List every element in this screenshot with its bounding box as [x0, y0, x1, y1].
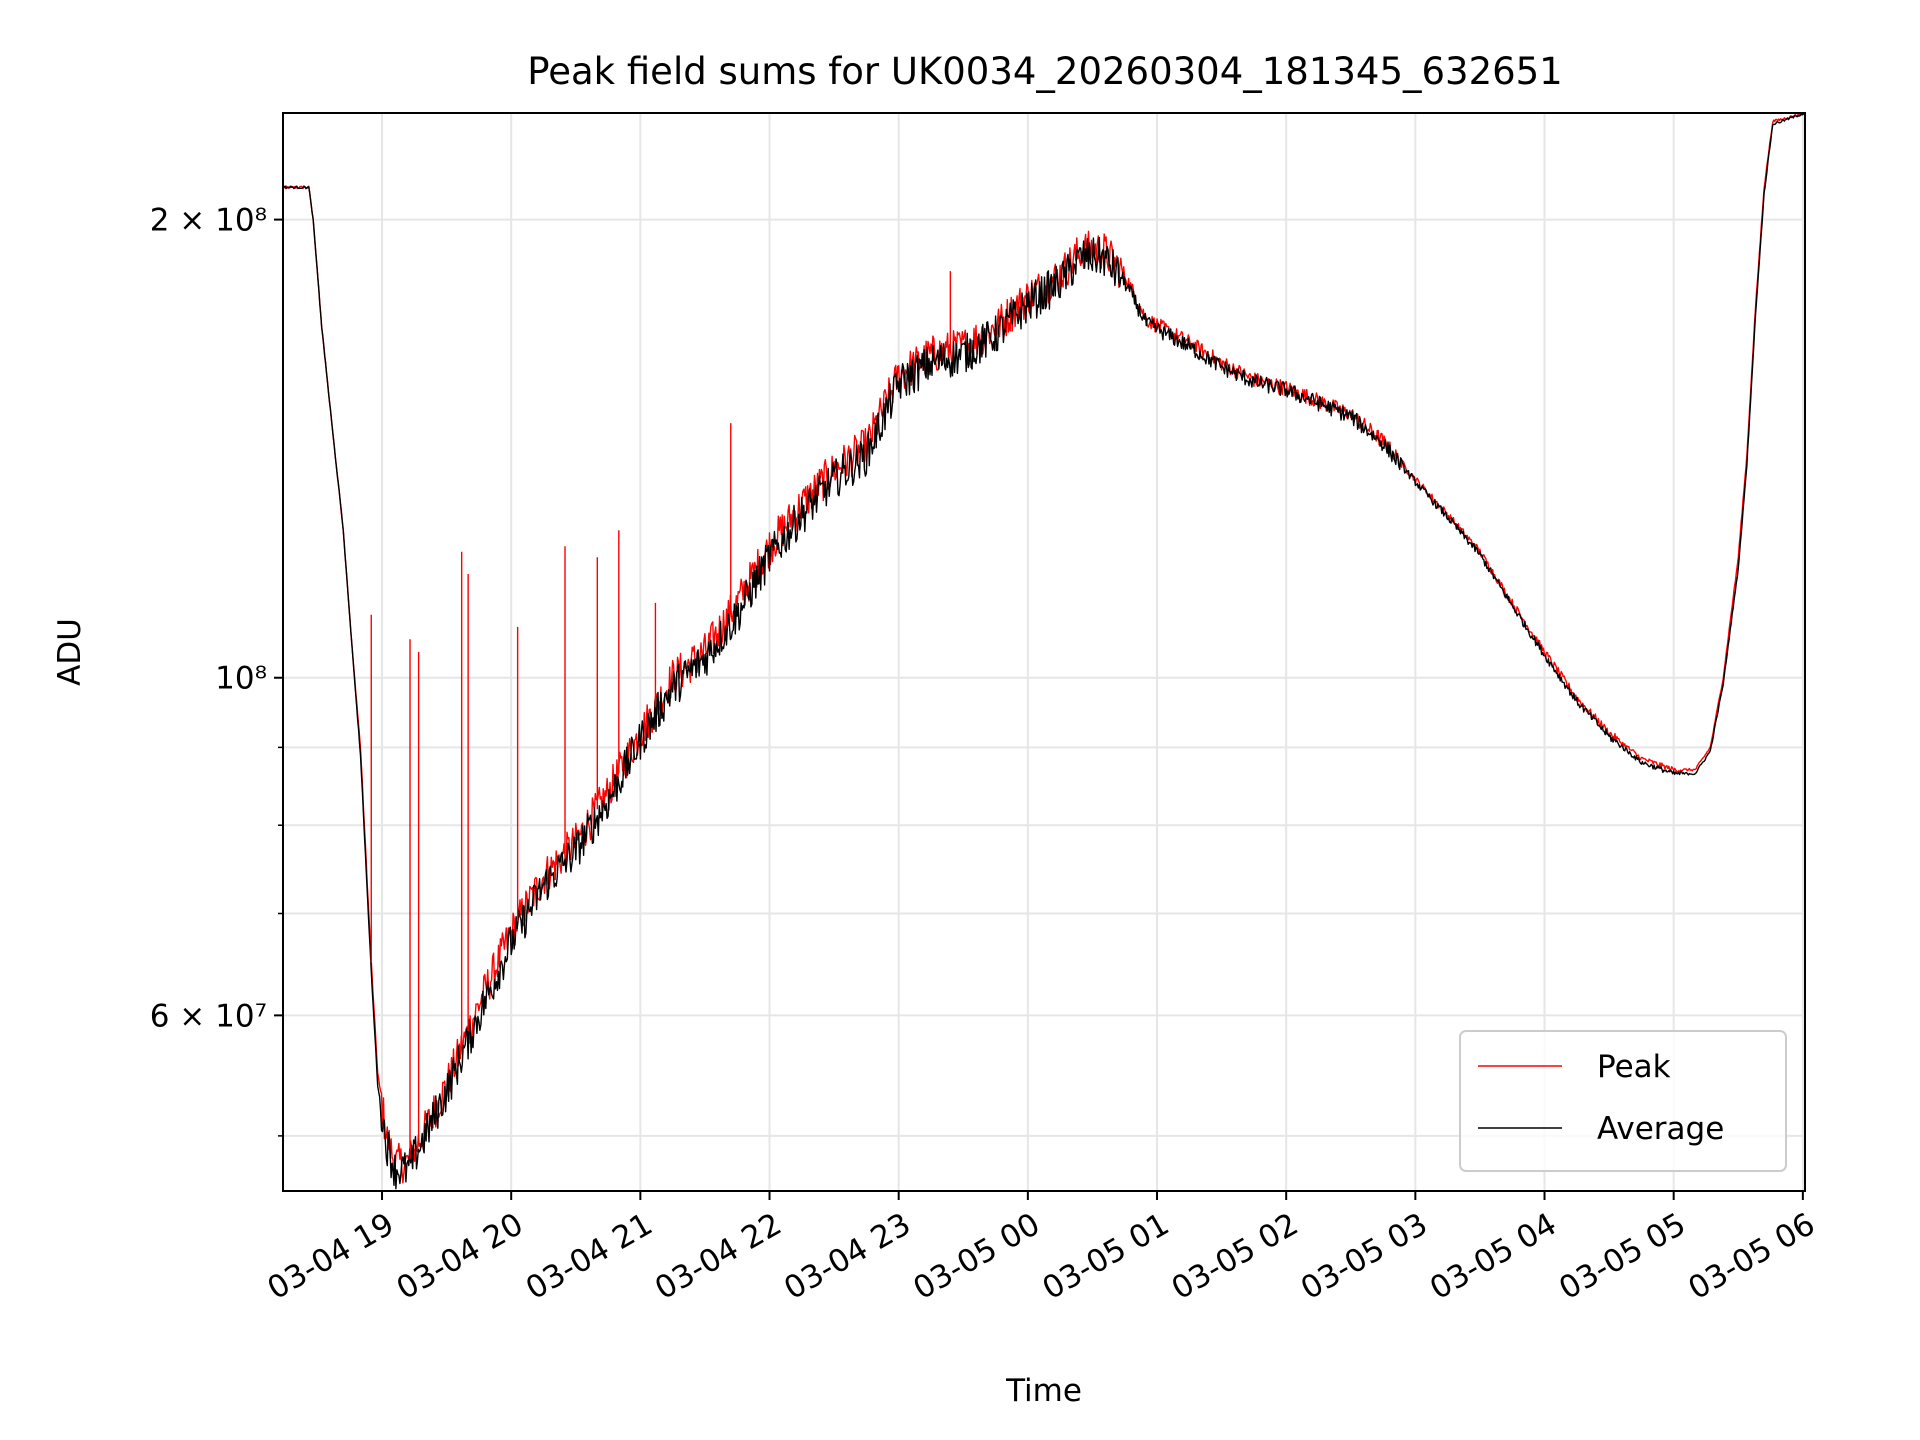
y-tick-label: 6 × 10⁷ — [150, 998, 267, 1034]
x-axis-label: Time — [1005, 1373, 1082, 1409]
chart-title: Peak field sums for UK0034_20260304_1813… — [527, 50, 1562, 93]
y-tick-label: 2 × 10⁸ — [150, 203, 267, 239]
plot-area — [283, 113, 1805, 1190]
legend: Peak Average — [1459, 1030, 1787, 1172]
legend-label-peak: Peak — [1597, 1049, 1671, 1085]
y-axis-label: ADU — [52, 618, 88, 686]
y-tick-label: 10⁸ — [215, 661, 267, 697]
plot-frame — [282, 112, 1806, 1192]
grid — [283, 113, 1805, 1191]
legend-label-average: Average — [1597, 1111, 1724, 1147]
series-line-average — [283, 113, 1805, 1190]
